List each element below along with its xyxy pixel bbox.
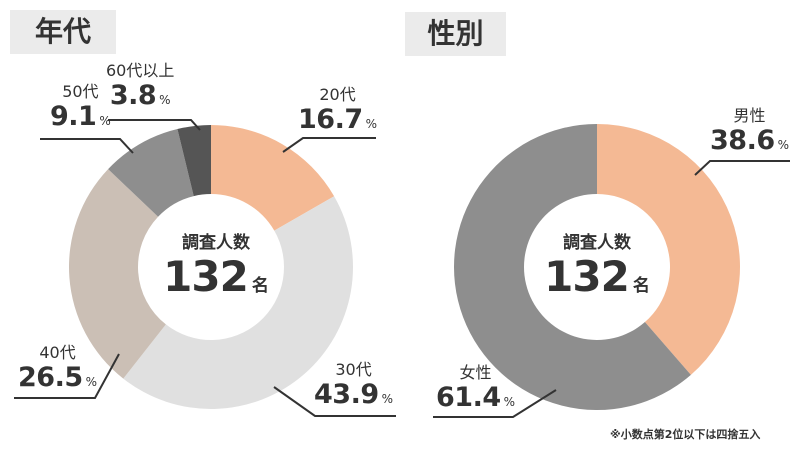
- gender-donut-chart: [453, 124, 740, 410]
- age-center-label: 調査人数 132 名: [161, 235, 271, 298]
- slice-60s-plus: [177, 125, 211, 197]
- slice-30s: [123, 196, 354, 409]
- label-40s: 40代 26.5%: [18, 343, 98, 393]
- leader-line-30: [273, 386, 396, 417]
- survey-count: 132: [544, 252, 630, 301]
- survey-caption: 調査人数: [182, 233, 250, 253]
- leader-line-20: [282, 137, 376, 153]
- label-60s-plus: 60代以上 3.8%: [106, 61, 175, 111]
- leader-lines: [14, 119, 790, 418]
- leader-line-female: [433, 389, 557, 418]
- label-20s: 20代 16.7%: [298, 85, 378, 135]
- label-50s: 50代 9.1%: [50, 82, 111, 132]
- slice-40s: [68, 169, 166, 379]
- leader-line-50: [40, 138, 134, 154]
- age-chart-title: 年代: [10, 10, 116, 54]
- leader-line-60: [108, 119, 201, 131]
- label-male: 男性 38.6%: [710, 106, 790, 156]
- gender-center-label: 調査人数 132 名: [542, 235, 652, 298]
- gender-chart-title: 性別: [405, 12, 506, 56]
- survey-caption: 調査人数: [563, 233, 631, 253]
- slice-female: [453, 124, 691, 410]
- rounding-footnote: ※小数点第2位以下は四捨五入: [610, 428, 761, 441]
- survey-unit: 名: [251, 276, 269, 296]
- age-donut-chart: [68, 125, 354, 409]
- label-30s: 30代 43.9%: [314, 360, 394, 410]
- slice-male: [597, 124, 740, 375]
- leader-line-male: [694, 160, 790, 176]
- slice-50s: [108, 129, 194, 217]
- slice-20s: [211, 125, 335, 231]
- leader-line-40: [14, 353, 120, 399]
- label-female: 女性 61.4%: [436, 363, 516, 413]
- survey-count: 132: [163, 252, 249, 301]
- survey-unit: 名: [632, 276, 650, 296]
